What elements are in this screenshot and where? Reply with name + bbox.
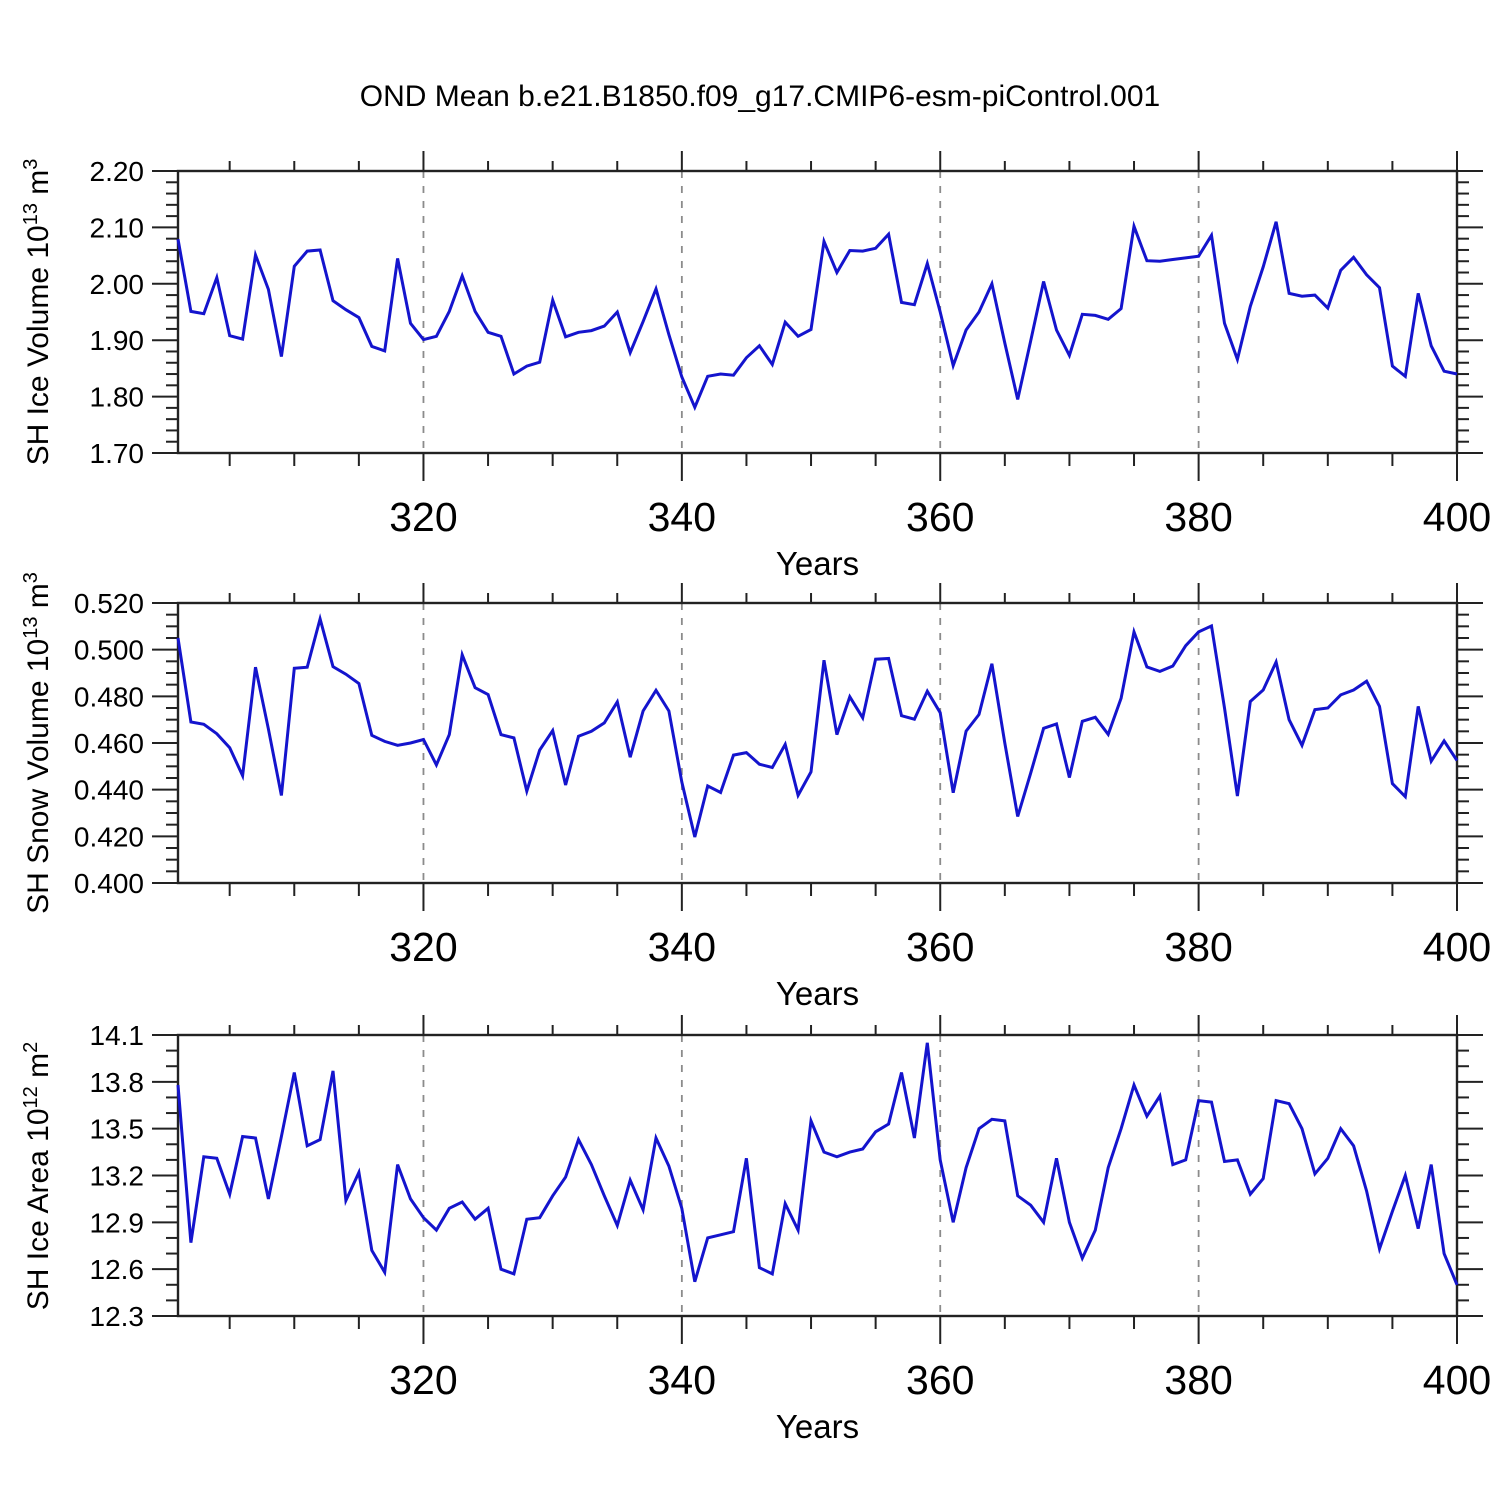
chart-title: OND Mean b.e21.B1850.f09_g17.CMIP6-esm-p… bbox=[359, 80, 1161, 113]
y-tick-label: 13.8 bbox=[90, 1067, 145, 1098]
plot-area-ice-volume: 1.70 1.80 1.90 2.00 2.10 2.20 320 340 360 380 400 bbox=[90, 151, 1491, 540]
y-tick-label: 0.400 bbox=[74, 868, 144, 899]
y-tick-label: 13.2 bbox=[90, 1161, 145, 1192]
plot-box bbox=[176, 601, 1459, 885]
y-tick-label: 2.10 bbox=[90, 212, 145, 243]
y-tick-label: 12.3 bbox=[90, 1301, 145, 1332]
y-axis-title-unit: m bbox=[22, 169, 55, 204]
axis-ticks bbox=[152, 1015, 1483, 1344]
panel-sh-snow-volume: SH Snow Volume 1013 m3 0.400 0.420 0.440 0.… bbox=[20, 572, 1491, 1012]
y-tick-labels: 1.70 1.80 1.90 2.00 2.10 2.20 bbox=[90, 156, 145, 469]
plot-area-ice-area: 12.3 12.6 12.9 13.2 13.5 13.8 14.1 320 340 360 380… bbox=[90, 1015, 1491, 1403]
y-tick-label: 12.9 bbox=[90, 1207, 145, 1238]
y-axis-title-unit-exponent: 3 bbox=[20, 158, 42, 170]
y-axis-title-unit-exponent: 3 bbox=[20, 572, 42, 584]
x-tick-label: 360 bbox=[906, 924, 974, 970]
y-tick-label: 14.1 bbox=[90, 1020, 145, 1051]
y-tick-label: 0.480 bbox=[74, 681, 144, 712]
plot-box bbox=[176, 1033, 1459, 1318]
y-tick-label: 1.80 bbox=[90, 382, 145, 413]
y-axis-title-unit: m bbox=[22, 1052, 55, 1086]
y-axis-title-snow-volume: SH Snow Volume 1013 m3 bbox=[20, 572, 56, 914]
y-tick-label: 13.5 bbox=[90, 1114, 145, 1145]
x-tick-label: 360 bbox=[906, 494, 974, 540]
y-tick-label: 0.440 bbox=[74, 775, 144, 806]
y-tick-labels: 12.3 12.6 12.9 13.2 13.5 13.8 14.1 bbox=[90, 1020, 145, 1332]
x-tick-label: 380 bbox=[1164, 1357, 1232, 1403]
data-line-sh-ice-volume bbox=[176, 220, 1458, 412]
plot-box bbox=[176, 169, 1459, 455]
y-axis-title-ice-volume: SH Ice Volume 1013 m3 bbox=[20, 159, 56, 466]
x-tick-label: 320 bbox=[389, 494, 457, 540]
x-tick-label: 340 bbox=[648, 494, 716, 540]
y-tick-label: 2.00 bbox=[90, 269, 145, 300]
y-tick-label: 2.20 bbox=[90, 156, 145, 187]
y-axis-title-text: SH Snow Volume 10 bbox=[22, 638, 55, 914]
x-tick-label: 380 bbox=[1164, 494, 1232, 540]
y-axis-title-unit: m bbox=[22, 583, 55, 617]
x-tick-label: 380 bbox=[1164, 924, 1232, 970]
gridlines bbox=[422, 1035, 1200, 1316]
y-axis-title-ice-area: SH Ice Area 1012 m2 bbox=[20, 1041, 56, 1310]
x-tick-labels: 320 340 360 380 400 bbox=[389, 924, 1491, 970]
panel-sh-ice-volume: SH Ice Volume 1013 m3 1.70 1.80 1.90 2.00 2.… bbox=[20, 151, 1491, 582]
y-tick-label: 1.90 bbox=[90, 325, 145, 356]
y-axis-title-exponent: 13 bbox=[20, 203, 42, 226]
y-tick-label: 0.420 bbox=[74, 821, 144, 852]
data-line-sh-ice-area bbox=[176, 1042, 1459, 1286]
x-tick-label: 320 bbox=[389, 1357, 457, 1403]
x-tick-label: 340 bbox=[648, 924, 716, 970]
y-tick-label: 12.6 bbox=[90, 1254, 145, 1285]
y-tick-label: 1.70 bbox=[90, 438, 145, 469]
x-tick-labels: 320 340 360 380 400 bbox=[389, 494, 1491, 540]
data-line-sh-snow-volume bbox=[176, 613, 1459, 838]
x-tick-label: 320 bbox=[389, 924, 457, 970]
gridlines bbox=[422, 603, 1200, 883]
plot-area-snow-volume: 0.400 0.420 0.440 0.460 0.480 0.500 0.520 320 34… bbox=[74, 583, 1491, 970]
y-axis-title-unit-exponent: 2 bbox=[20, 1041, 42, 1053]
y-tick-labels: 0.400 0.420 0.440 0.460 0.480 0.500 0.520 bbox=[74, 588, 144, 899]
x-tick-label: 400 bbox=[1423, 1357, 1491, 1403]
gridlines bbox=[422, 171, 1200, 453]
x-axis-title: Years bbox=[775, 975, 860, 1012]
x-tick-labels: 320 340 360 380 400 bbox=[389, 1357, 1491, 1403]
y-axis-title-exponent: 13 bbox=[20, 616, 42, 639]
y-axis-title-text: SH Ice Area 10 bbox=[22, 1107, 55, 1310]
x-tick-label: 340 bbox=[648, 1357, 716, 1403]
axis-ticks bbox=[152, 583, 1483, 911]
axis-ticks bbox=[152, 151, 1483, 481]
x-axis-title: Years bbox=[775, 545, 860, 582]
panel-sh-ice-area: SH Ice Area 1012 m2 12.3 12.6 12.9 13.2 13.5… bbox=[20, 1015, 1491, 1445]
y-axis-title-text: SH Ice Volume 10 bbox=[22, 225, 55, 466]
x-axis-title: Years bbox=[775, 1408, 860, 1445]
y-tick-label: 0.460 bbox=[74, 728, 144, 759]
y-tick-label: 0.500 bbox=[74, 635, 144, 666]
y-tick-label: 0.520 bbox=[74, 588, 144, 619]
x-tick-label: 400 bbox=[1423, 494, 1491, 540]
y-axis-title-exponent: 12 bbox=[20, 1085, 42, 1108]
x-tick-label: 360 bbox=[906, 1357, 974, 1403]
x-tick-label: 400 bbox=[1423, 924, 1491, 970]
